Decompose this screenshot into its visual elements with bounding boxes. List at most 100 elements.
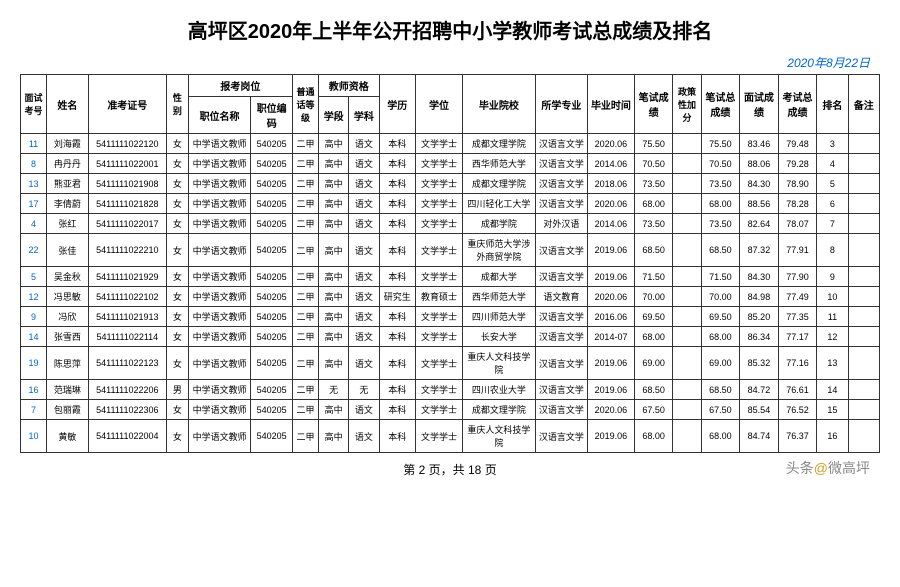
cell-tot: 77.90 <box>778 267 817 287</box>
cell-deg: 文学学士 <box>416 400 463 420</box>
cell-pth: 二甲 <box>293 347 319 380</box>
cell-seg: 高中 <box>319 287 349 307</box>
cell-add <box>673 174 701 194</box>
cell-iv: 83.46 <box>740 134 779 154</box>
pager-mid: 页，共 <box>425 463 468 477</box>
col-interview: 面试成绩 <box>740 75 779 134</box>
col-bonus: 政策性加分 <box>673 75 701 134</box>
cell-school: 西华师范大学 <box>462 287 535 307</box>
cell-sex: 女 <box>166 420 188 453</box>
cell-pth: 二甲 <box>293 380 319 400</box>
cell-pth: 二甲 <box>293 234 319 267</box>
col-note: 备注 <box>848 75 879 134</box>
cell-idx: 4 <box>21 214 47 234</box>
cell-pos: 中学语文教师 <box>188 194 251 214</box>
cell-w: 68.50 <box>634 234 673 267</box>
cell-seg: 高中 <box>319 420 349 453</box>
cell-wt: 68.00 <box>701 327 740 347</box>
cell-school: 成都学院 <box>462 214 535 234</box>
cell-tot: 77.49 <box>778 287 817 307</box>
cell-name: 冯欣 <box>47 307 89 327</box>
col-edu: 学历 <box>379 75 415 134</box>
cell-w: 69.00 <box>634 347 673 380</box>
cell-deg: 文学学士 <box>416 154 463 174</box>
table-row: 9冯欣5411111021913女中学语文教师540205二甲高中语文本科文学学… <box>21 307 880 327</box>
cell-major: 汉语言文学 <box>535 234 587 267</box>
cell-edu: 本科 <box>379 420 415 453</box>
cell-pos: 中学语文教师 <box>188 134 251 154</box>
cell-iv: 87.32 <box>740 234 779 267</box>
table-row: 10黄敏5411111022004女中学语文教师540205二甲高中语文本科文学… <box>21 420 880 453</box>
cell-grad: 2014-07 <box>587 327 634 347</box>
cell-school: 成都文理学院 <box>462 400 535 420</box>
col-position-group: 报考岗位 <box>188 75 292 97</box>
cell-deg: 文学学士 <box>416 194 463 214</box>
cell-idx: 22 <box>21 234 47 267</box>
col-name: 姓名 <box>47 75 89 134</box>
cell-name: 张红 <box>47 214 89 234</box>
cell-idx: 19 <box>21 347 47 380</box>
cell-w: 73.50 <box>634 214 673 234</box>
cell-edu: 本科 <box>379 174 415 194</box>
cell-note <box>848 307 879 327</box>
cell-w: 71.50 <box>634 267 673 287</box>
cell-code: 540205 <box>251 380 293 400</box>
cell-rank: 12 <box>817 327 848 347</box>
cell-grad: 2019.06 <box>587 267 634 287</box>
cell-note <box>848 380 879 400</box>
cell-edu: 本科 <box>379 380 415 400</box>
cell-grad: 2020.06 <box>587 134 634 154</box>
cell-code: 540205 <box>251 194 293 214</box>
cell-pos: 中学语文教师 <box>188 327 251 347</box>
cell-sex: 女 <box>166 267 188 287</box>
cell-school: 重庆人文科技学院 <box>462 347 535 380</box>
cell-rank: 5 <box>817 174 848 194</box>
col-school: 毕业院校 <box>462 75 535 134</box>
cell-seg: 高中 <box>319 327 349 347</box>
cell-note <box>848 400 879 420</box>
cell-school: 长安大学 <box>462 327 535 347</box>
cell-no: 5411111022306 <box>88 400 166 420</box>
cell-name: 李倩蔚 <box>47 194 89 214</box>
pager: 第 2 页，共 18 页 <box>20 461 880 478</box>
table-row: 17李倩蔚5411111021828女中学语文教师540205二甲高中语文本科文… <box>21 194 880 214</box>
cell-idx: 14 <box>21 327 47 347</box>
cell-iv: 85.20 <box>740 307 779 327</box>
cell-iv: 84.74 <box>740 420 779 453</box>
cell-note <box>848 134 879 154</box>
cell-w: 70.50 <box>634 154 673 174</box>
cell-code: 540205 <box>251 347 293 380</box>
cell-add <box>673 154 701 174</box>
cell-pos: 中学语文教师 <box>188 214 251 234</box>
cell-w: 75.50 <box>634 134 673 154</box>
cell-pos: 中学语文教师 <box>188 154 251 174</box>
cell-iv: 84.98 <box>740 287 779 307</box>
cell-sex: 女 <box>166 234 188 267</box>
table-row: 11刘海霞5411111022120女中学语文教师540205二甲高中语文本科文… <box>21 134 880 154</box>
col-degree: 学位 <box>416 75 463 134</box>
cell-code: 540205 <box>251 307 293 327</box>
cell-seg: 高中 <box>319 214 349 234</box>
cell-no: 5411111021828 <box>88 194 166 214</box>
cell-w: 73.50 <box>634 174 673 194</box>
cell-tot: 78.90 <box>778 174 817 194</box>
cell-major: 汉语言文学 <box>535 400 587 420</box>
cell-deg: 文学学士 <box>416 380 463 400</box>
cell-add <box>673 134 701 154</box>
cell-edu: 本科 <box>379 400 415 420</box>
cell-deg: 文学学士 <box>416 420 463 453</box>
cell-idx: 12 <box>21 287 47 307</box>
cell-rank: 16 <box>817 420 848 453</box>
cell-deg: 文学学士 <box>416 267 463 287</box>
cell-sex: 男 <box>166 380 188 400</box>
table-row: 16范瑞琳5411111022206男中学语文教师540205二甲无无本科文学学… <box>21 380 880 400</box>
cell-iv: 84.30 <box>740 174 779 194</box>
cell-wt: 68.50 <box>701 380 740 400</box>
table-header: 面试考号 姓名 准考证号 性别 报考岗位 普通话等级 教师资格 学历 学位 毕业… <box>21 75 880 134</box>
col-major: 所学专业 <box>535 75 587 134</box>
cell-name: 冉丹丹 <box>47 154 89 174</box>
cell-school: 四川农业大学 <box>462 380 535 400</box>
cell-tot: 78.28 <box>778 194 817 214</box>
cell-idx: 9 <box>21 307 47 327</box>
cell-edu: 本科 <box>379 234 415 267</box>
